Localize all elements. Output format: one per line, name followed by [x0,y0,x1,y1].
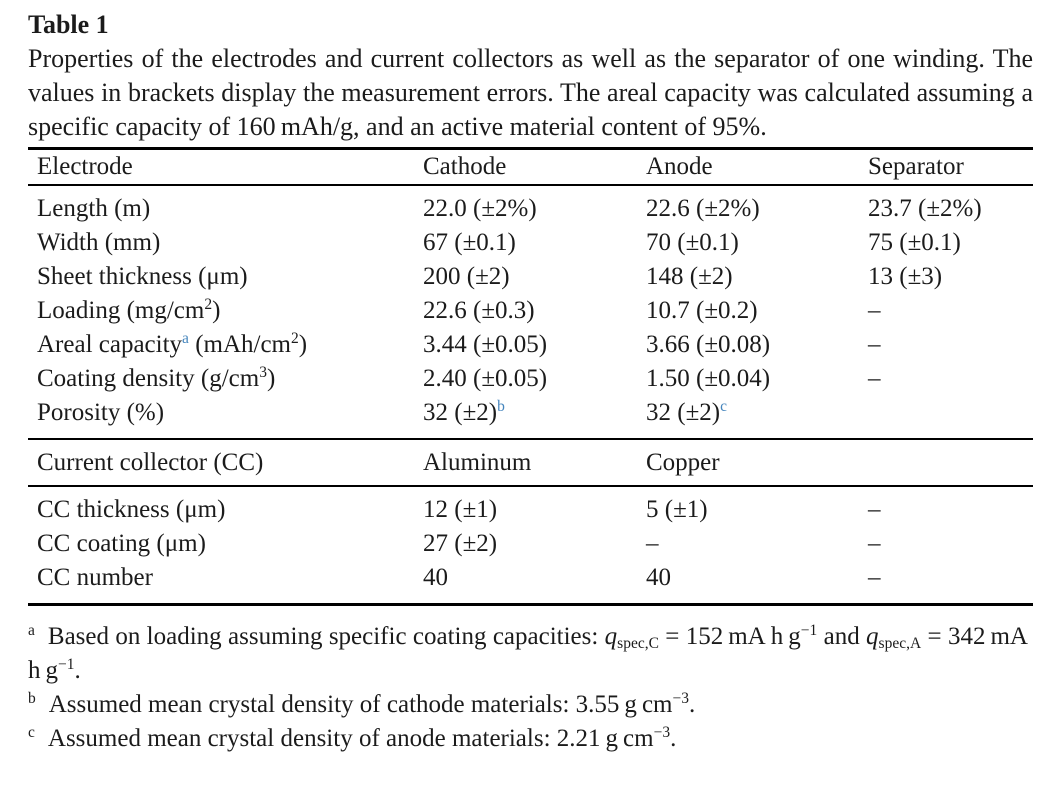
row-label: CC coating (μm) [37,530,206,557]
value-cell: 23.7 (±2%) [868,195,982,222]
properties-table: Electrode Cathode Anode Separator Length (m… [28,147,1033,606]
footnote-ref: c [720,398,728,416]
table-caption-block: Table 1 Properties of the electrodes and… [28,7,1033,144]
value-cell: 10.7 (±0.2) [646,297,758,324]
cc-header-section: Current collector (CC) Aluminum Copper [28,439,1033,486]
row-label: CC thickness (μm) [37,496,226,523]
footnote-ref: b [497,398,505,416]
value-cell [868,396,1033,439]
row-label: Sheet thickness (μm) [37,263,248,290]
footnotes-block: a Based on loading assuming specific coat… [28,620,1033,756]
value-cell: 22.6 (±0.3) [423,297,535,324]
row-label: Loading (mg/cm2) [37,296,221,324]
cc-section: CC thickness (μm) 12 (±1) 5 (±1) – CC coatin… [28,486,1033,605]
value-cell: – [868,331,881,358]
value-cell [868,439,1033,486]
table-row: Areal capacitya (mAh/cm2) 3.44 (±0.05) 3.6… [28,328,1033,362]
header-row: Electrode Cathode Anode Separator [28,148,1033,185]
value-cell: 12 (±1) [423,496,498,523]
table-row: Length (m) 22.0 (±2%) 22.6 (±2%) 23.7 (±2%) [28,185,1033,226]
row-label: Width (mm) [37,229,161,256]
row-label: Porosity (%) [37,399,165,426]
row-label: Coating density (g/cm3) [37,364,276,392]
table-label: Table 1 [28,10,109,39]
column-header: Separator [868,153,964,180]
value-cell: 5 (±1) [646,496,708,523]
value-cell: 32 (±2)c [646,398,728,426]
row-label: CC number [37,564,153,591]
footnote: a Based on loading assuming specific coat… [28,620,1033,688]
column-header: Cathode [423,153,507,180]
value-cell: Aluminum [423,449,532,476]
value-cell: – [646,530,659,557]
footnote-text: Assumed mean crystal density of anode ma… [47,724,677,752]
value-cell: – [868,530,881,557]
footnote-marker: b [28,690,36,708]
footnote-marker: c [28,724,35,742]
table-row: CC coating (μm) 27 (±2) – – [28,527,1033,561]
value-cell: 148 (±2) [646,263,733,290]
value-cell: – [868,365,881,392]
footnote-text: Based on loading assuming specific coati… [28,622,1033,684]
footnote: c Assumed mean crystal density of anode m… [28,722,1033,756]
value-cell: 1.50 (±0.04) [646,365,771,392]
value-cell: Copper [646,449,720,476]
value-cell: – [868,496,881,523]
footnote-marker: a [28,622,35,640]
value-cell: 75 (±0.1) [868,229,961,256]
value-cell: 70 (±0.1) [646,229,739,256]
value-cell: 40 [423,564,448,591]
value-cell: 200 (±2) [423,263,510,290]
value-cell: 22.0 (±2%) [423,195,537,222]
table-head: Electrode Cathode Anode Separator [28,148,1033,185]
value-cell: 13 (±3) [868,263,943,290]
table-row: CC number 40 40 – [28,561,1033,605]
value-cell: – [868,297,881,324]
value-cell: 3.66 (±0.08) [646,331,771,358]
value-cell: – [868,564,881,591]
table-row: Coating density (g/cm3) 2.40 (±0.05) 1.50 … [28,362,1033,396]
footnote: b Assumed mean crystal density of cathode… [28,688,1033,722]
value-cell: 22.6 (±2%) [646,195,760,222]
table-row: Porosity (%) 32 (±2)b 32 (±2)c [28,396,1033,439]
value-cell: 2.40 (±0.05) [423,365,548,392]
footnote-ref: a [182,330,189,348]
table-row: Sheet thickness (μm) 200 (±2) 148 (±2) 13 (… [28,260,1033,294]
row-label: Areal capacitya (mAh/cm2) [37,330,308,358]
column-header: Anode [646,153,713,180]
table-row: Width (mm) 67 (±0.1) 70 (±0.1) 75 (±0.1) [28,226,1033,260]
value-cell: 27 (±2) [423,530,498,557]
footnote-text: Assumed mean crystal density of cathode … [48,690,696,718]
table-row: CC thickness (μm) 12 (±1) 5 (±1) – [28,486,1033,527]
value-cell: 67 (±0.1) [423,229,516,256]
value-cell: 3.44 (±0.05) [423,331,548,358]
value-cell: 32 (±2)b [423,398,505,426]
value-cell: 40 [646,564,671,591]
electrode-section: Length (m) 22.0 (±2%) 22.6 (±2%) 23.7 (±2%)… [28,185,1033,439]
table-caption-text: Properties of the electrodes and current… [28,44,1033,141]
cc-header-row: Current collector (CC) Aluminum Copper [28,439,1033,486]
column-header: Electrode [37,153,133,180]
table-row: Loading (mg/cm2) 22.6 (±0.3) 10.7 (±0.2) – [28,294,1033,328]
paper-table-figure: Table 1 Properties of the electrodes and… [28,7,1033,756]
row-label: Current collector (CC) [37,449,264,476]
row-label: Length (m) [37,195,151,222]
